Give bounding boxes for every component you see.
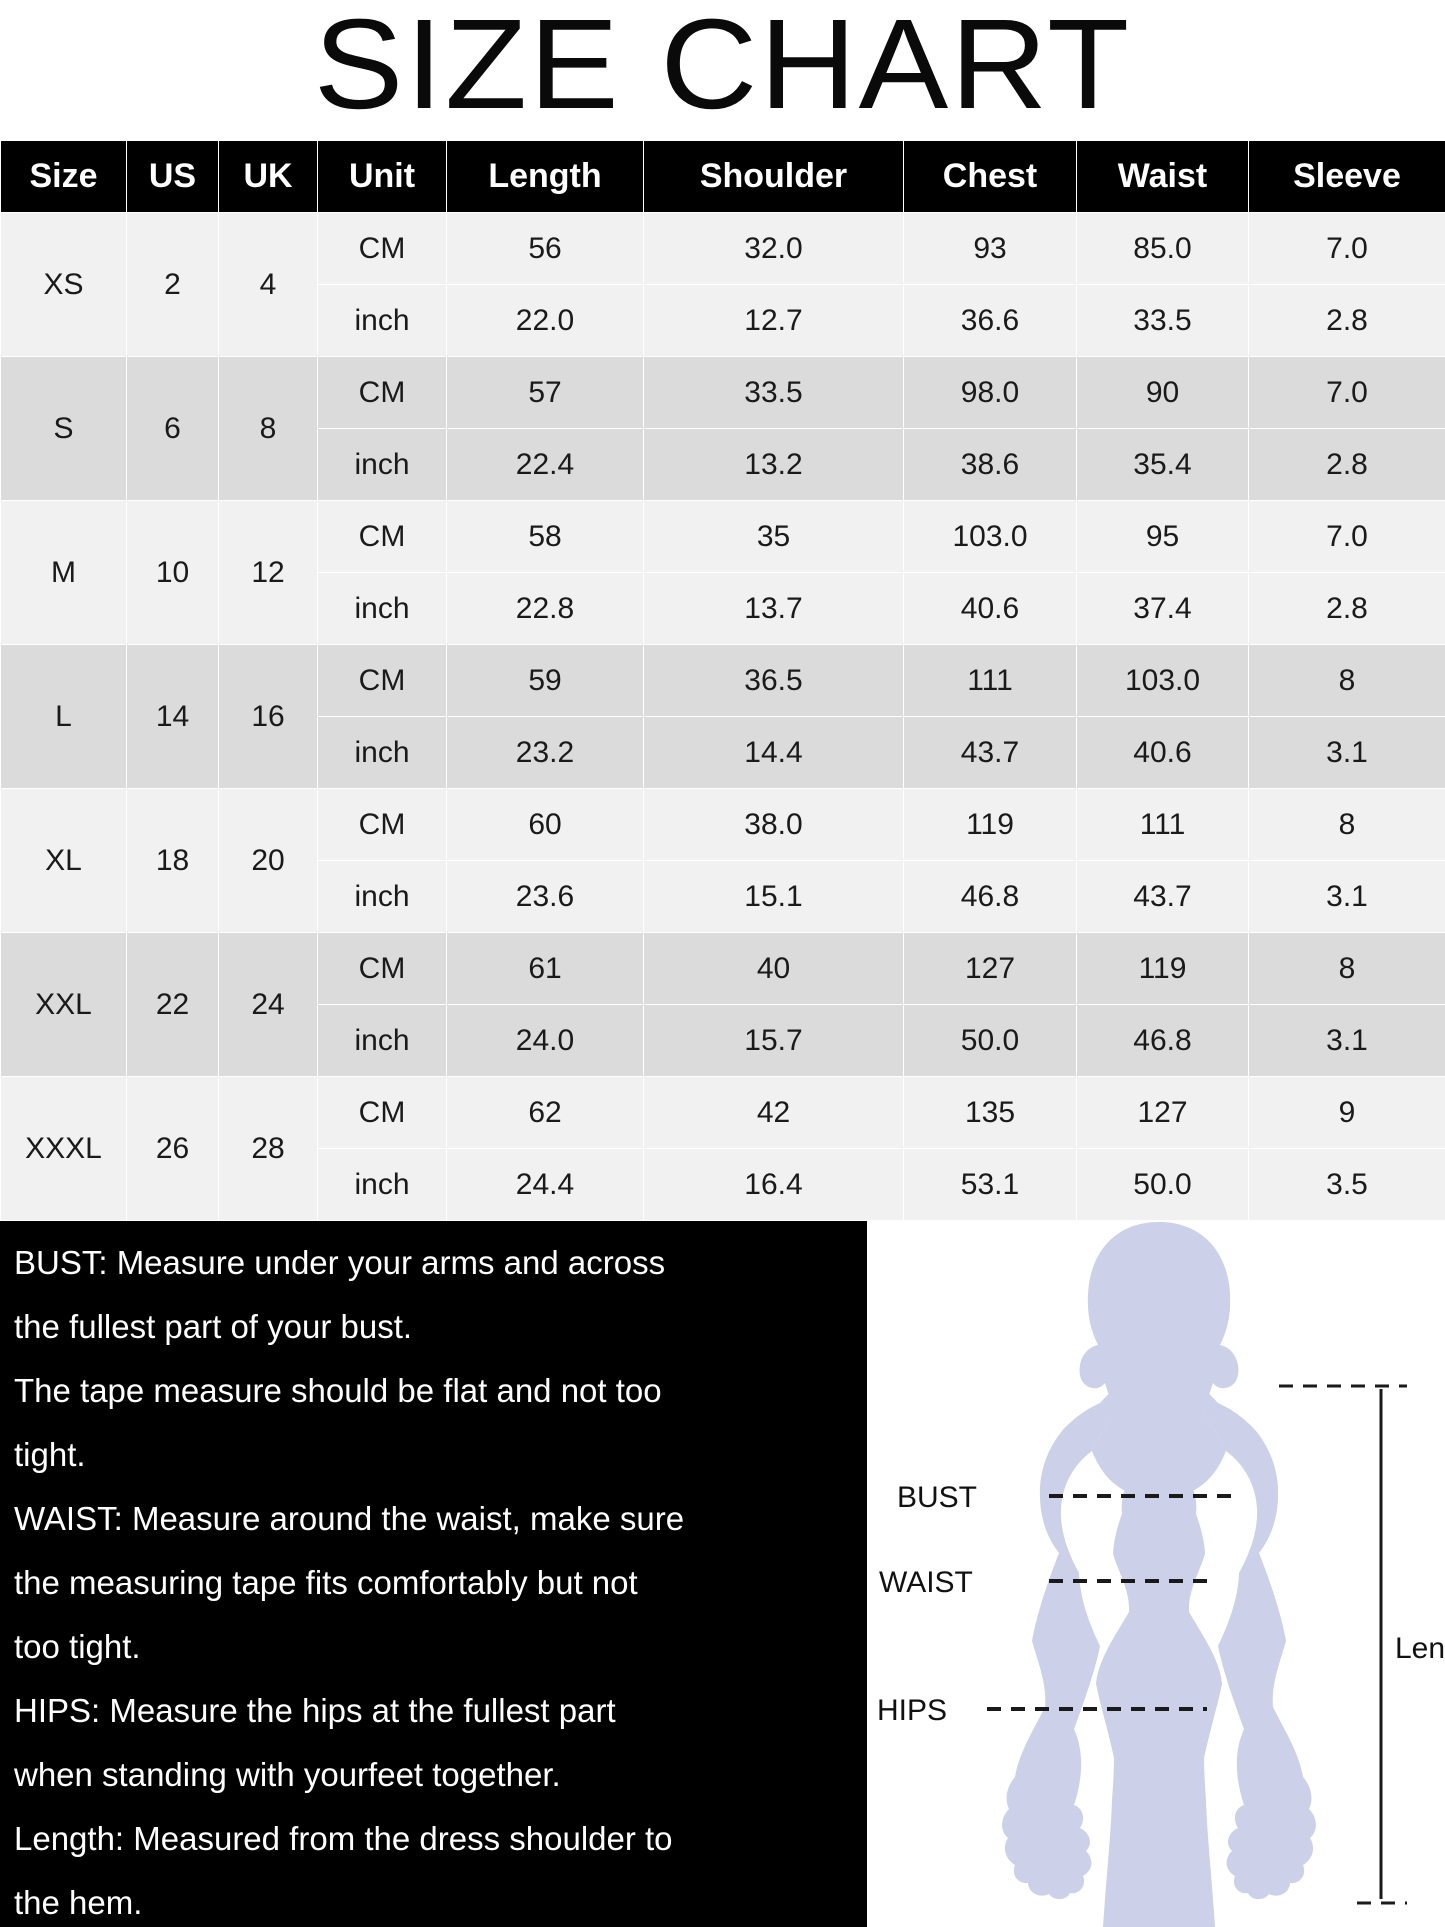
svg-text:HIPS: HIPS [877, 1694, 947, 1727]
svg-text:WAIST: WAIST [879, 1566, 973, 1599]
svg-text:BUST: BUST [897, 1481, 977, 1514]
svg-text:Length: Length [1395, 1632, 1445, 1665]
